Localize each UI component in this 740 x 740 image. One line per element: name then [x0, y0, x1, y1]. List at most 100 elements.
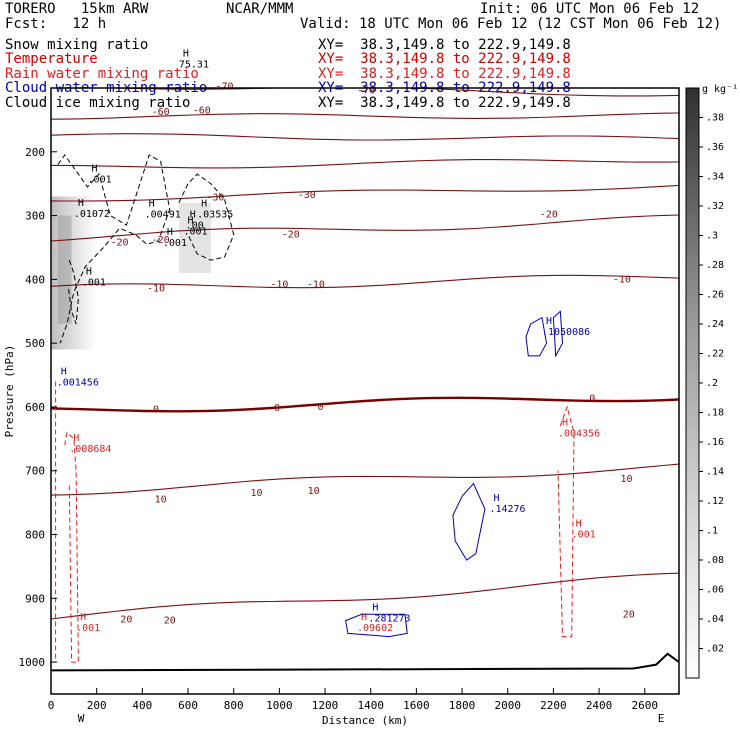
cloudwater-max-label: .1050086: [542, 327, 590, 338]
snow-shade-core: [57, 215, 72, 325]
snow-max-marker: H: [92, 163, 98, 174]
snow-max-label: .01072: [74, 209, 110, 220]
snow-max-marker: H: [78, 198, 84, 209]
snow-contour-2: [178, 173, 235, 261]
y-tick-label: 300: [25, 210, 45, 223]
rain-max-marker: H: [562, 417, 568, 428]
snow-shade-mid: [178, 202, 211, 273]
x-tick-label: 2400: [586, 699, 613, 712]
temperature-label: 0: [589, 394, 595, 405]
cloudwater-max-marker: H: [546, 316, 552, 327]
colorbar-tick-label: .26: [706, 290, 724, 301]
y-tick-label: 800: [25, 529, 45, 542]
temperature-label: -10: [147, 283, 165, 294]
forecast-hour: Fcst: 12 h: [5, 16, 107, 32]
rain-max-marker: H: [73, 433, 79, 444]
y-tick-label: 200: [25, 146, 45, 159]
cloudwater-max-marker: H: [493, 493, 499, 504]
colorbar-tick-label: .24: [706, 319, 724, 330]
temperature-label: 20: [120, 614, 132, 625]
snow-max-marker: H: [149, 198, 155, 209]
colorbar-tick-label: .12: [706, 496, 724, 507]
snow-max-label: 75.31: [179, 60, 209, 71]
colorbar-tick-label: .06: [706, 585, 724, 596]
x-tick-label: 1800: [449, 699, 476, 712]
temperature-label: 10: [308, 486, 320, 497]
x-axis-title: Distance (km): [322, 714, 408, 727]
cloudwater-max-label: .001456: [57, 377, 99, 388]
temperature-label: 0: [317, 402, 323, 413]
snow-max-marker: H: [190, 209, 196, 220]
temperature-label: -10: [270, 279, 288, 290]
temperature-contour-20: [51, 572, 679, 620]
temperature-label: 10: [155, 494, 167, 505]
contour-labels: -70 -70 -60 -60 -30 -30 -20 -20 -20 -20 -10 -10 -10 -…: [57, 49, 635, 634]
temperature-contour-m70: [105, 88, 679, 97]
y-tick-label: 400: [25, 273, 45, 286]
temperature-contour-m10: [51, 274, 679, 289]
west-end-label: W: [78, 712, 85, 725]
temperature-contour-m20: [51, 214, 679, 242]
temperature-label: -20: [540, 209, 558, 220]
rain-max-marker: H: [361, 612, 367, 623]
x-tick-label: 0: [48, 699, 55, 712]
x-tick-label: 2600: [631, 699, 658, 712]
temperature-contour-m40: [51, 159, 679, 169]
y-tick-label: 700: [25, 465, 45, 478]
rain-max-label: .004356: [558, 428, 600, 439]
snow-max-label: .001: [163, 238, 187, 249]
snow-max-marker: H: [201, 198, 207, 209]
legend-label-snow: Snow mixing ratio: [5, 37, 149, 53]
legend-xy-snow: XY= 38.3,149.8 to 222.9,149.8: [318, 37, 571, 53]
y-tick-label: 500: [25, 337, 45, 350]
temperature-label: -60: [152, 107, 170, 118]
snow-max-label: .00: [186, 220, 204, 231]
temperature-contour-m50: [51, 133, 679, 141]
legend-label-temperature: Temperature: [5, 51, 98, 67]
colorbar-tick-label: .32: [706, 201, 724, 212]
temperature-contours: [51, 88, 679, 672]
temperature-label: -70: [216, 82, 234, 93]
temperature-label: -10: [613, 274, 631, 285]
rain-max-marker: H: [576, 519, 582, 530]
rain-max-marker: H: [80, 612, 86, 623]
snow-max-label: .03535: [197, 209, 233, 220]
snow-shading: [51, 196, 211, 350]
temperature-label: 20: [623, 609, 635, 620]
rain-contour-3: [557, 405, 575, 638]
microphysics-contours: [55, 154, 575, 663]
rain-contour-2: [64, 431, 79, 663]
legend-xy-cloudice: XY= 38.3,149.8 to 222.9,149.8: [318, 95, 571, 111]
legend-label-cloudice: Cloud ice mixing ratio: [5, 95, 191, 111]
colorbar-unit: g kg⁻¹: [702, 84, 738, 95]
cloudwater-contour-4: [345, 613, 408, 638]
x-tick-label: 1000: [266, 699, 293, 712]
center-title: NCAR/MMM: [226, 1, 294, 17]
axes: 0 200 400 600 800 1000 1200 1400 1600 1800 2000 220…: [3, 87, 680, 727]
temperature-label: 0: [153, 404, 159, 415]
x-tick-label: 2000: [494, 699, 521, 712]
temperature-label: -30: [298, 190, 316, 201]
temperature-label: -10: [307, 279, 325, 290]
x-tick-label: 1200: [312, 699, 339, 712]
colorbar-tick-label: .1: [706, 526, 718, 537]
colorbar-tick-label: .22: [706, 349, 724, 360]
temperature-label: -30: [206, 193, 224, 204]
x-tick-label: 1400: [357, 699, 384, 712]
colorbar-tick-label: .34: [706, 172, 724, 183]
cloudwater-contour-1: [525, 316, 548, 357]
x-tick-label: 200: [87, 699, 107, 712]
x-tick-label: 800: [224, 699, 244, 712]
y-axis-title: Pressure (hPa): [3, 345, 16, 438]
colorbar-tick-label: .16: [706, 437, 724, 448]
colorbar-tick-label: .3: [706, 231, 718, 242]
rain-max-label: .001: [76, 623, 100, 634]
colorbar-tick-label: .36: [706, 142, 724, 153]
snow-max-label: .00491: [145, 209, 181, 220]
y-tick-label: 900: [25, 592, 45, 605]
snow-max-label: .001: [82, 278, 106, 289]
temperature-label: 10: [251, 488, 263, 499]
snow-contour-3: [67, 260, 79, 325]
temperature-contour-10: [51, 463, 679, 496]
